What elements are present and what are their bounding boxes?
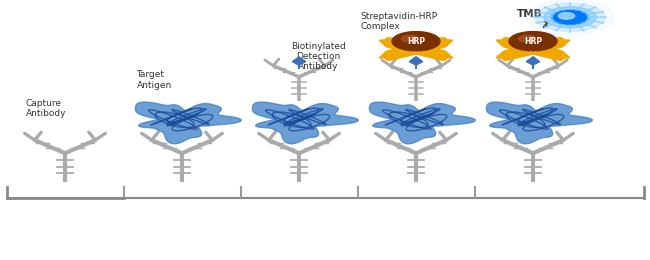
Polygon shape [439,53,453,58]
Circle shape [392,32,440,51]
Circle shape [554,11,586,24]
Polygon shape [135,102,241,144]
Text: Target
Antigen: Target Antigen [136,70,172,90]
Circle shape [519,35,536,42]
Circle shape [526,0,614,35]
Polygon shape [292,57,306,65]
Polygon shape [379,53,393,58]
Text: HRP: HRP [407,37,425,46]
Text: HRP: HRP [524,37,542,46]
Circle shape [543,7,597,28]
Circle shape [535,3,605,31]
Text: Streptavidin-HRP
Complex: Streptavidin-HRP Complex [361,12,438,31]
Polygon shape [369,102,475,144]
Polygon shape [526,57,539,65]
Polygon shape [486,102,592,144]
Text: Capture
Antibody: Capture Antibody [26,99,66,118]
Polygon shape [252,102,358,144]
Polygon shape [556,40,570,45]
Text: Biotinylated
Detection
Antibody: Biotinylated Detection Antibody [291,42,346,72]
Text: A: A [530,44,536,54]
Text: TMB: TMB [517,9,543,19]
Circle shape [402,35,419,42]
Circle shape [551,10,589,25]
Polygon shape [410,57,422,65]
Polygon shape [379,40,393,45]
Polygon shape [439,40,453,45]
Polygon shape [556,53,570,58]
Text: A: A [413,44,419,54]
Circle shape [558,13,575,19]
Polygon shape [496,40,510,45]
Polygon shape [496,53,510,58]
Circle shape [509,32,557,51]
